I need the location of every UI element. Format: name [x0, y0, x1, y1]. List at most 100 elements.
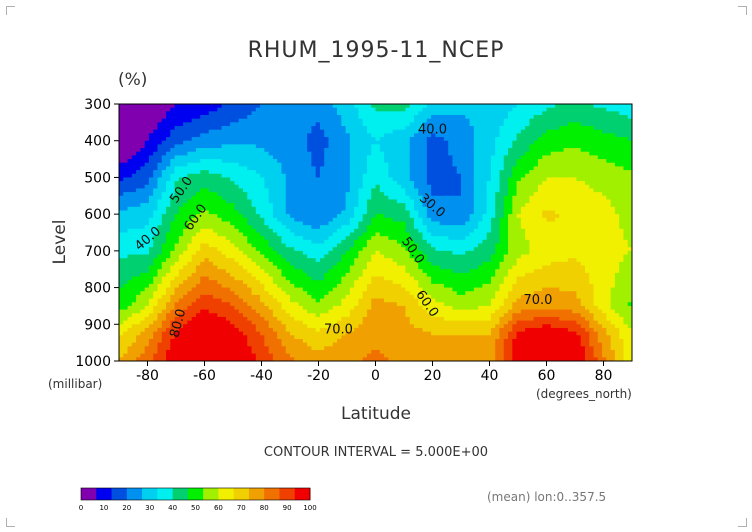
contour-cell — [461, 221, 466, 226]
contour-cell — [298, 221, 304, 226]
contour-cell — [195, 195, 201, 201]
contour-cell — [285, 217, 291, 223]
contour-cell — [448, 221, 454, 226]
contour-cell — [366, 126, 372, 131]
contour-cell — [563, 155, 569, 160]
contour-cell — [225, 199, 231, 204]
contour-cell — [593, 115, 599, 120]
contour-cell — [217, 192, 223, 197]
contour-cell — [439, 247, 445, 252]
contour-cell — [123, 126, 129, 131]
contour-cell — [533, 181, 539, 186]
contour-cell — [247, 118, 253, 123]
contour-cell — [443, 118, 449, 123]
contour-cell — [285, 148, 291, 153]
contour-cell — [482, 247, 488, 252]
contour-cell — [375, 159, 381, 164]
contour-cell — [204, 133, 210, 138]
contour-cell — [213, 104, 218, 109]
contour-cell — [486, 159, 492, 164]
contour-cell — [563, 159, 569, 164]
contour-cell — [354, 239, 360, 245]
contour-cell — [345, 232, 351, 237]
contour-cell — [247, 243, 253, 248]
contour-cell — [213, 210, 218, 215]
contour-cell — [332, 162, 338, 168]
contour-cell — [272, 170, 278, 175]
contour-cell — [520, 144, 526, 149]
contour-cell — [503, 236, 509, 241]
contour-cell — [332, 232, 338, 237]
contour-cell — [358, 206, 364, 212]
contour-cell — [302, 217, 308, 223]
contour-cell — [580, 155, 586, 160]
contour-cell — [272, 115, 278, 120]
contour-cell — [529, 199, 535, 204]
contour-cell — [405, 166, 411, 171]
contour-cell — [166, 148, 171, 153]
contour-cell — [200, 184, 206, 190]
contour-cell — [499, 188, 505, 193]
contour-cell — [465, 221, 471, 226]
contour-cell — [319, 228, 325, 234]
contour-cell — [319, 203, 325, 208]
contour-cell — [161, 170, 167, 175]
contour-cell — [584, 173, 590, 179]
contour-cell — [285, 221, 291, 226]
contour-cell — [567, 166, 573, 171]
contour-cell — [195, 247, 201, 252]
contour-cell — [225, 115, 231, 120]
contour-cell — [499, 232, 505, 237]
contour-cell — [379, 181, 385, 186]
contour-cell — [388, 232, 394, 237]
contour-cell — [405, 111, 411, 116]
contour-cell — [525, 162, 531, 168]
contour-cell — [597, 151, 603, 156]
contour-cell — [602, 159, 607, 164]
contour-cell — [170, 195, 176, 201]
contour-cell — [439, 107, 445, 112]
contour-cell — [315, 129, 321, 134]
contour-cell — [448, 217, 454, 223]
contour-cell — [503, 206, 509, 212]
contour-cell — [606, 250, 612, 256]
contour-cell — [537, 192, 543, 197]
contour-cell — [221, 221, 227, 226]
contour-cell — [140, 140, 146, 145]
contour-cell — [178, 199, 184, 204]
contour-cell — [166, 118, 171, 123]
contour-cell — [119, 170, 124, 175]
contour-cell — [392, 166, 398, 171]
contour-cell — [225, 181, 231, 186]
contour-cell — [401, 232, 407, 237]
contour-cell — [431, 214, 436, 219]
contour-cell — [409, 188, 415, 193]
contour-cell — [238, 236, 244, 241]
contour-cell — [341, 188, 347, 193]
contour-cell — [221, 188, 227, 193]
contour-cell — [319, 206, 325, 212]
contour-cell — [503, 199, 509, 204]
contour-cell — [166, 188, 171, 193]
contour-cell — [597, 144, 603, 149]
contour-cell — [567, 126, 573, 131]
contour-cell — [405, 221, 411, 226]
contour-cell — [516, 236, 522, 241]
contour-cell — [473, 118, 479, 123]
contour-cell — [319, 159, 325, 164]
contour-cell — [161, 122, 167, 127]
contour-cell — [409, 195, 415, 201]
contour-cell — [486, 129, 492, 134]
contour-cell — [614, 137, 620, 142]
contour-cell — [255, 243, 261, 248]
contour-cell — [572, 159, 578, 164]
contour-cell — [157, 162, 163, 168]
contour-cell — [422, 225, 428, 230]
contour-cell — [465, 137, 471, 142]
contour-cell — [161, 107, 167, 112]
contour-cell — [148, 162, 154, 168]
contour-cell — [572, 162, 578, 168]
contour-cell — [302, 126, 308, 131]
contour-cell — [426, 155, 432, 160]
contour-cell — [251, 181, 257, 186]
